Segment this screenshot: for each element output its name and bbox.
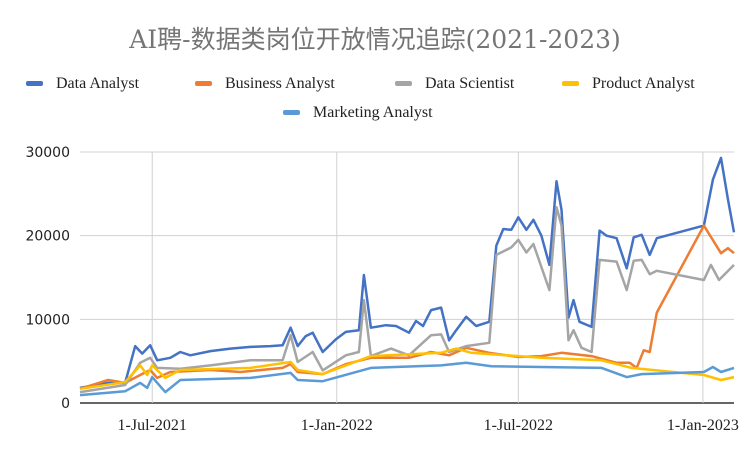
y-axis: 0 10000 20000 30000 (25, 145, 70, 412)
legend-label: Product Analyst (592, 75, 695, 92)
x-tick-label: 1-Jan-2023 (667, 417, 739, 434)
y-tick-label: 20000 (25, 229, 70, 245)
chart-title: AI聘-数据类岗位开放情况追踪(2021-2023) (128, 25, 621, 54)
x-tick-label: 1-Jul-2022 (484, 417, 553, 434)
legend-label: Marketing Analyst (313, 104, 433, 121)
series-line-data-scientist (79, 205, 735, 394)
x-axis: 1-Jul-2021 1-Jan-2022 1-Jul-2022 1-Jan-2023 (118, 417, 739, 434)
x-tick-label: 1-Jan-2022 (301, 417, 373, 434)
legend-swatch (283, 110, 300, 115)
series-line-business-analyst (79, 224, 735, 390)
legend-swatch (195, 81, 212, 86)
y-tick-label: 10000 (25, 312, 70, 328)
legend-swatch (26, 81, 43, 86)
series-line-data-analyst (79, 156, 736, 390)
legend-label: Data Scientist (425, 75, 515, 92)
y-tick-label: 0 (61, 396, 70, 412)
legend-swatch (395, 81, 412, 86)
series-line-product-analyst (79, 347, 735, 391)
series-line-marketing-analyst (79, 361, 735, 397)
legend-swatch (562, 81, 579, 86)
legend: Data Analyst Business Analyst Data Scienti… (26, 75, 695, 121)
legend-label: Data Analyst (56, 75, 140, 92)
x-tick-label: 1-Jul-2021 (118, 417, 187, 434)
gridlines (80, 151, 734, 404)
series-lines (79, 156, 736, 397)
legend-label: Business Analyst (225, 75, 335, 92)
y-tick-label: 30000 (25, 145, 70, 161)
